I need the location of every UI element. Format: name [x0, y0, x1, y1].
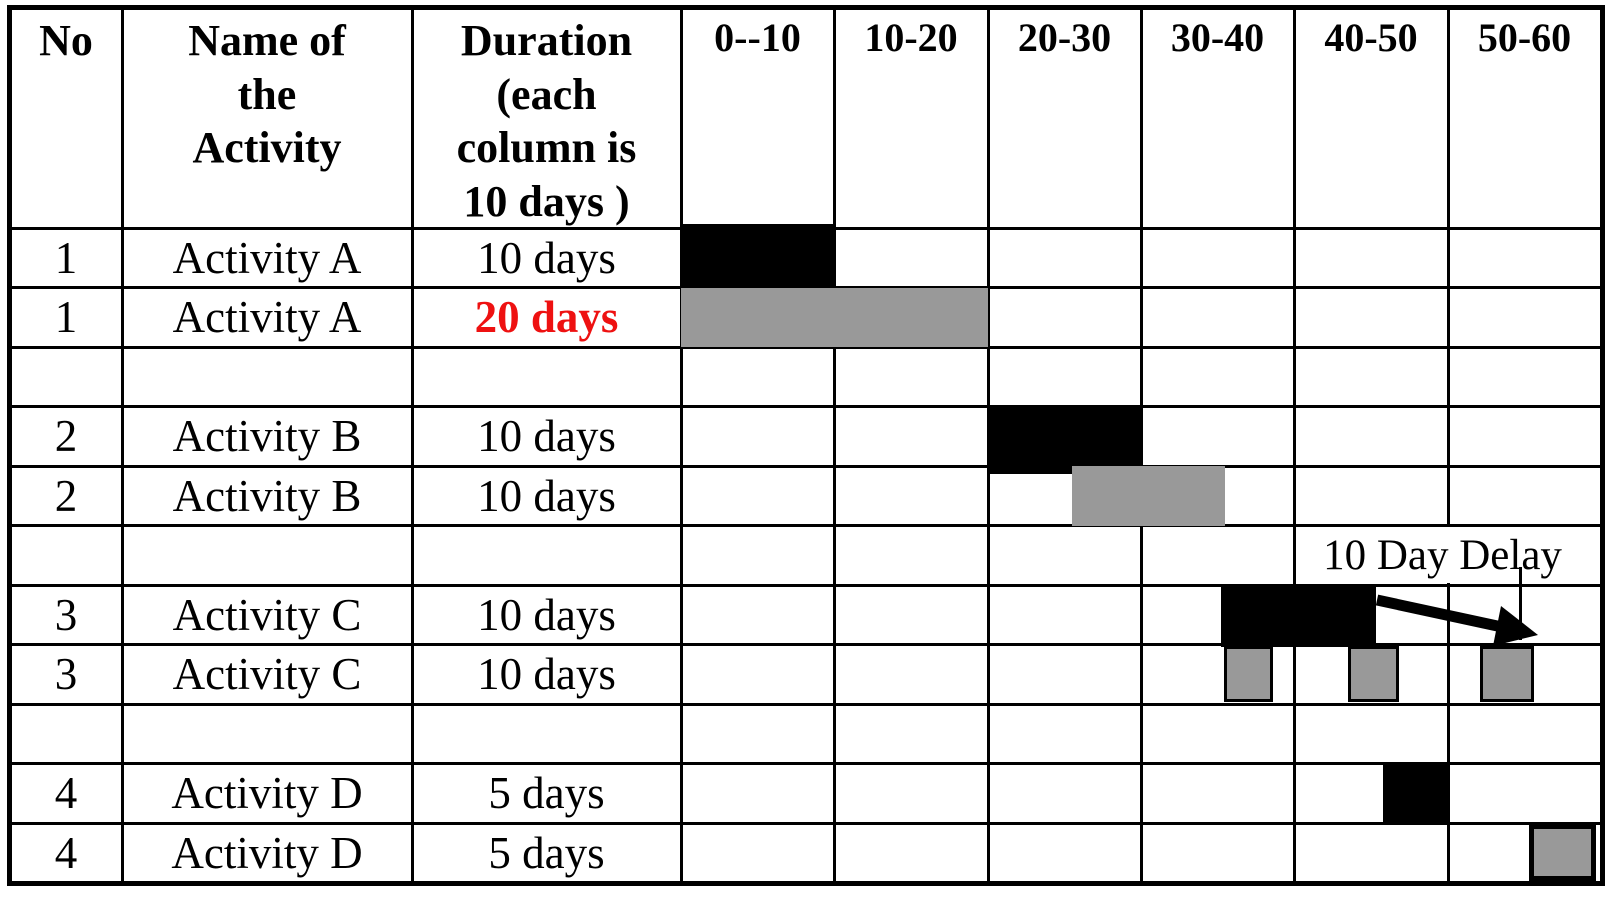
header-duration: Duration (each column is 10 days )	[456, 16, 637, 227]
gantt-bar-activity-a-actual	[681, 287, 988, 347]
grid-hline	[10, 345, 1601, 349]
cell-activity-name: Activity D	[171, 827, 363, 878]
cell-row-no	[10, 704, 122, 764]
cell-activity-name	[122, 526, 412, 586]
cell-activity-name: Activity B	[172, 411, 362, 462]
delay-arrow	[1375, 594, 1538, 646]
cell-row-no: 3	[54, 589, 78, 640]
cell-duration: 10 days	[477, 470, 616, 521]
grid-hline	[10, 405, 1601, 408]
grid-vline	[1292, 8, 1296, 883]
table-outer-border	[7, 5, 1605, 886]
grid-hline	[10, 702, 1601, 706]
cell-activity-name: Activity C	[172, 589, 362, 640]
time-column-header-30-40: 30-40	[1170, 15, 1265, 60]
grid-vline	[832, 8, 836, 883]
time-column-header-10-20: 10-20	[864, 15, 958, 60]
cell-activity-name: Activity C	[172, 649, 362, 700]
cell-duration: 10 days	[477, 411, 616, 462]
cell-row-no	[10, 526, 122, 586]
cell-duration	[412, 526, 681, 586]
cell-row-no: 2	[54, 411, 78, 462]
cell-duration: 10 days	[477, 649, 616, 700]
cell-activity-name	[122, 347, 412, 407]
cell-activity-name: Activity A	[172, 292, 362, 343]
grid-hline	[10, 583, 1601, 587]
cell-row-no: 4	[54, 768, 78, 819]
gantt-bar-activity-d-actual	[1528, 824, 1597, 881]
gantt-bar-activity-b-planned	[987, 406, 1141, 474]
header-activity-name: Name of the Activity	[188, 16, 346, 173]
cell-duration: 5 days	[488, 768, 605, 819]
cell-activity-name	[122, 704, 412, 764]
grid-vline	[120, 8, 124, 883]
grid-hline	[10, 821, 1601, 825]
grid-hline	[10, 524, 1601, 527]
grid-vline	[679, 8, 683, 883]
time-column-header-40-50: 40-50	[1324, 15, 1418, 60]
header-no: No	[39, 16, 93, 65]
cell-duration: 5 days	[488, 827, 605, 878]
cell-row-no: 3	[54, 649, 78, 700]
cell-activity-name: Activity A	[172, 232, 362, 283]
gantt-bar-activity-c-actual	[1223, 645, 1273, 702]
gantt-bar-activity-a-planned	[681, 224, 835, 288]
time-column-header-50-60: 50-60	[1477, 15, 1572, 60]
cell-activity-name: Activity B	[172, 470, 362, 521]
gantt-bar-activity-c-planned	[1220, 585, 1376, 647]
cell-row-no: 1	[54, 292, 78, 343]
grid-hline	[10, 643, 1601, 646]
cell-row-no	[10, 347, 122, 407]
grid-vline	[410, 8, 414, 883]
gantt-bar-activity-c-actual	[1348, 645, 1399, 702]
grid-hline	[10, 762, 1601, 765]
cell-duration: 10 days	[477, 232, 616, 283]
gantt-bar-activity-c-actual	[1479, 645, 1534, 702]
cell-duration: 20 days	[474, 292, 619, 343]
cell-row-no: 2	[54, 470, 78, 521]
grid-vline	[1139, 8, 1143, 883]
grid-hline	[10, 464, 1601, 468]
time-column-header-0-10: 0--10	[714, 15, 801, 60]
time-column-header-20-30: 20-30	[1017, 15, 1112, 60]
cell-duration	[412, 347, 681, 407]
cell-duration: 10 days	[477, 589, 616, 640]
cell-activity-name: Activity D	[171, 768, 363, 819]
delay-marker-line	[1519, 567, 1522, 640]
cell-duration	[412, 704, 681, 764]
delay-annotation-label: 10 Day Delay	[1300, 527, 1585, 583]
cell-row-no: 4	[54, 827, 78, 878]
gantt-bar-activity-b-actual	[1072, 466, 1226, 526]
grid-vline	[1446, 8, 1450, 883]
cell-row-no: 1	[54, 232, 78, 283]
gantt-bar-activity-d-planned	[1383, 763, 1448, 823]
